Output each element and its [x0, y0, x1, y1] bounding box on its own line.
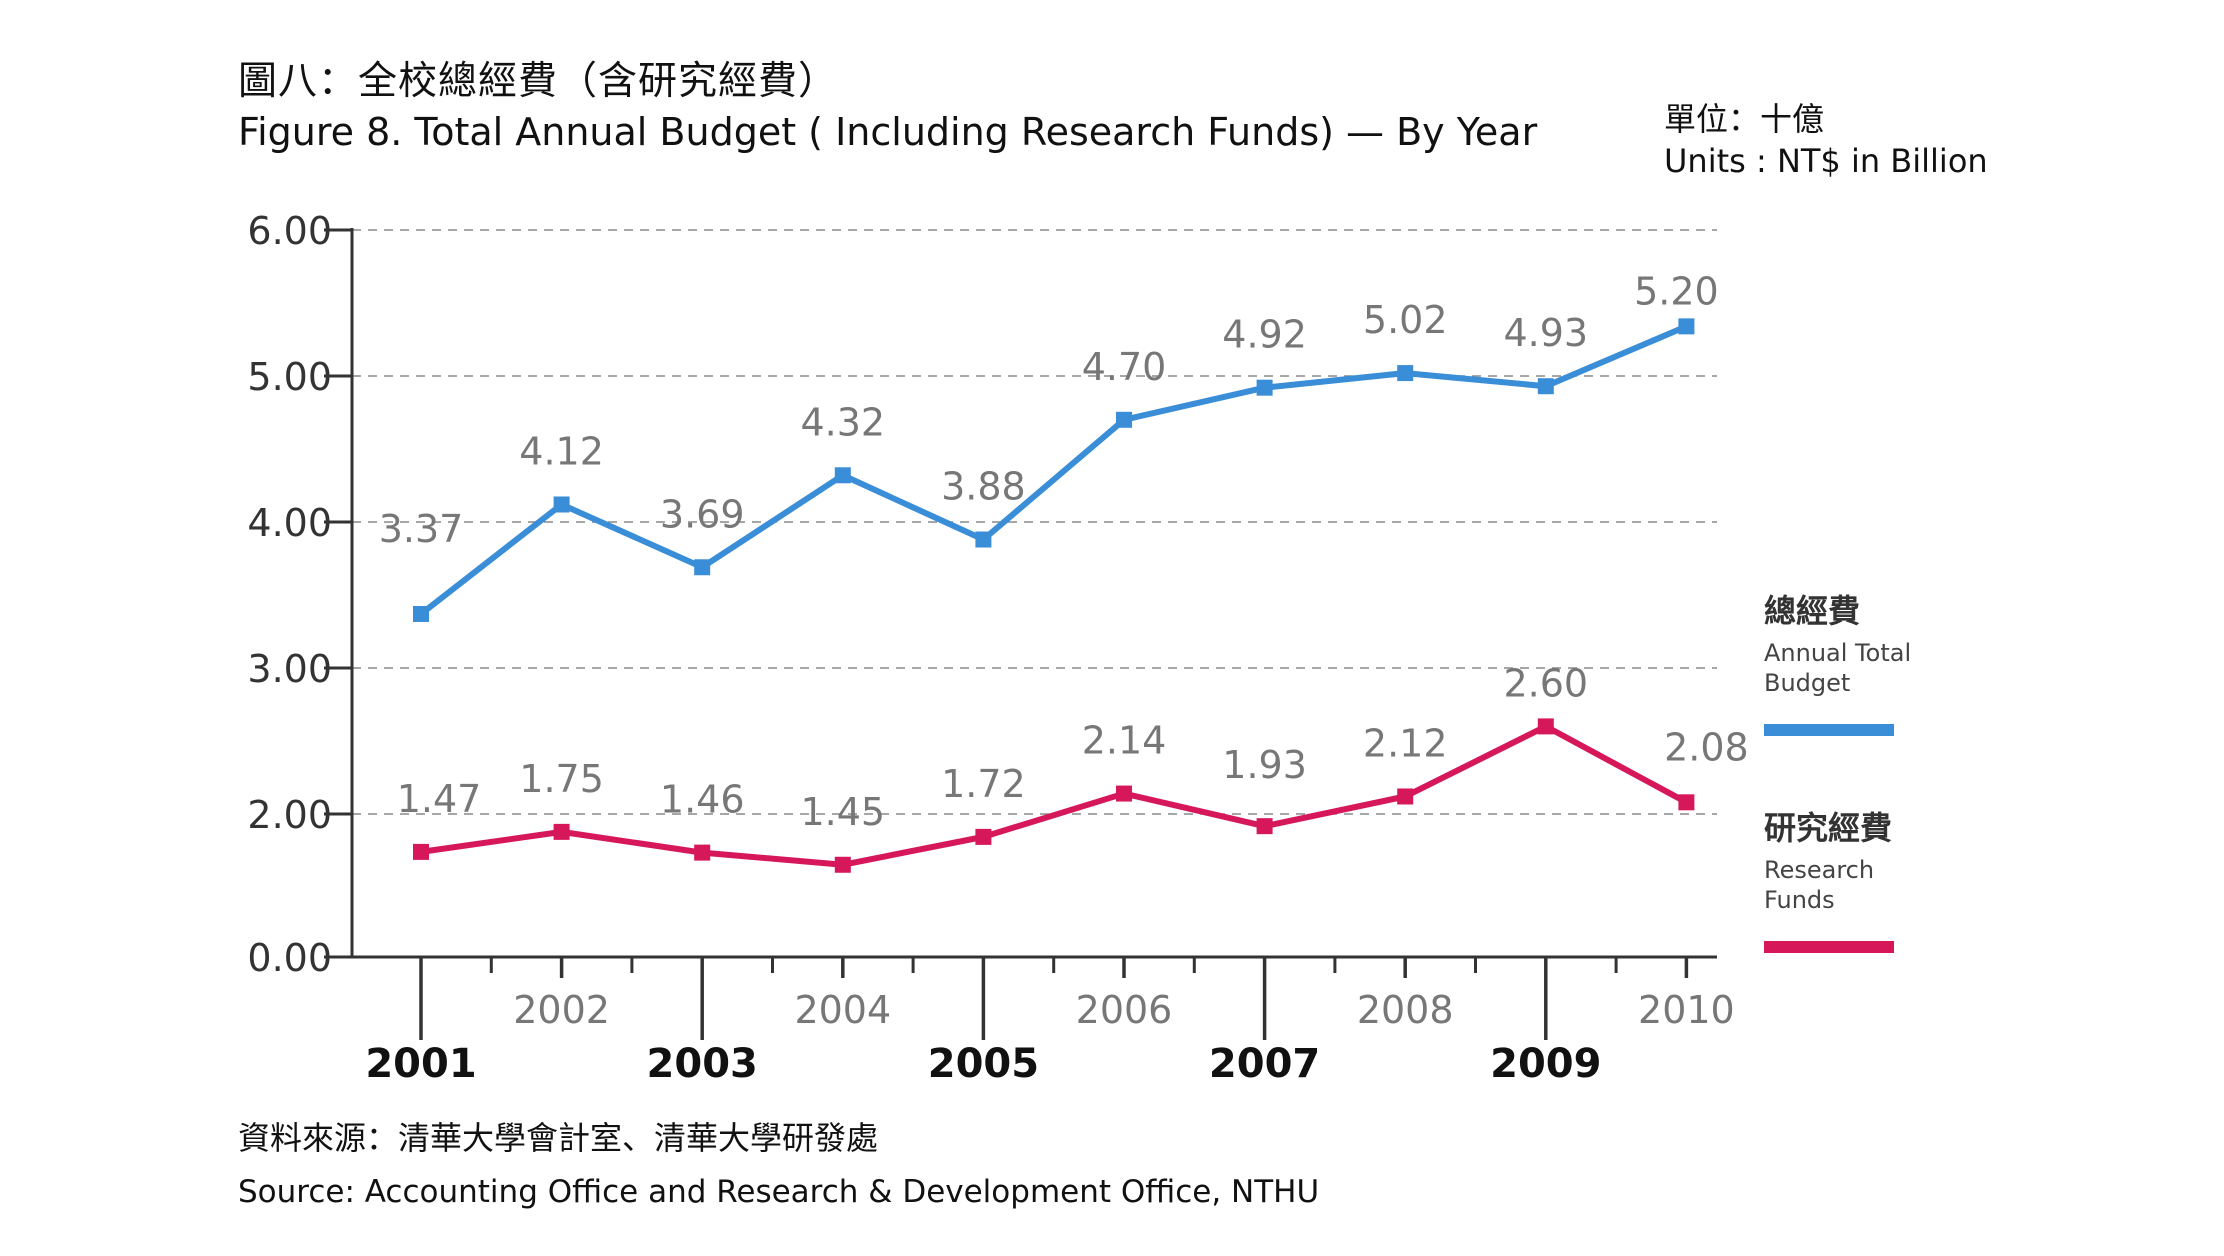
x-tick-label: 2008: [1357, 988, 1454, 1032]
data-point-research: [975, 828, 992, 845]
y-tick-label: 5.00: [247, 355, 332, 399]
units-label-en: Units : NT$ in Billion: [1664, 142, 1988, 180]
data-label-total: 4.93: [1503, 311, 1588, 355]
data-point-research: [553, 823, 570, 840]
data-label-research: 2.12: [1363, 721, 1448, 765]
chart-title-zh: 圖八：全校總經費（含研究經費）: [238, 59, 839, 104]
y-tick-label: 4.00: [247, 501, 332, 545]
source-note-en: Source: Accounting Office and Research &…: [238, 1174, 1320, 1210]
data-point-total: [694, 559, 711, 576]
y-tick-label: 3.00: [247, 647, 332, 691]
units-label-zh: 單位：十億: [1664, 100, 1825, 138]
legend-research-swatch: [1764, 941, 1894, 953]
data-label-total: 4.12: [519, 429, 604, 473]
legend-total: 總經費 Annual Total Budget: [1764, 586, 1944, 736]
legend-total-label-en: Annual Total Budget: [1764, 639, 1912, 697]
data-point-total: [1116, 411, 1132, 428]
data-label-research: 1.93: [1222, 743, 1307, 787]
data-label-research: 1.45: [800, 790, 885, 834]
data-point-research: [1678, 794, 1695, 811]
data-label-research: 1.46: [660, 778, 745, 822]
data-label-total: 3.37: [379, 507, 464, 551]
legend-total-swatch: [1764, 724, 1894, 736]
data-label-total: 5.20: [1634, 269, 1719, 313]
x-tick-label: 2003: [647, 1041, 758, 1087]
legend-research: 研究經費 Research Funds: [1764, 803, 1944, 953]
data-label-total: 5.02: [1363, 298, 1448, 342]
data-label-total: 3.69: [660, 492, 745, 536]
series-line-total: [419, 323, 1688, 617]
data-point-research: [694, 844, 711, 861]
data-label-research: 2.08: [1664, 725, 1749, 769]
legend-total-label-zh: 總經費: [1764, 592, 1861, 630]
source-note-zh: 資料來源：清華大學會計室、清華大學研發處: [238, 1119, 879, 1157]
data-point-total: [1256, 379, 1273, 396]
data-label-research: 2.14: [1082, 719, 1167, 763]
data-label-research: 2.60: [1503, 661, 1588, 705]
data-point-total: [553, 496, 570, 513]
data-point-total: [1397, 365, 1414, 382]
legend-research-label-zh: 研究經費: [1764, 809, 1893, 847]
x-tick-label: 2001: [365, 1041, 476, 1087]
data-point-research: [1537, 718, 1554, 735]
x-tick-label: 2007: [1209, 1041, 1320, 1087]
x-tick-label: 2004: [794, 988, 891, 1032]
data-label-total: 4.92: [1222, 313, 1307, 357]
data-point-total: [413, 605, 429, 622]
data-label-total: 3.88: [941, 465, 1026, 509]
data-label-research: 1.75: [519, 757, 604, 801]
data-label-total: 4.70: [1082, 345, 1167, 389]
series-line-research: [420, 723, 1688, 868]
data-label-total: 4.32: [800, 400, 885, 444]
data-point-research: [1116, 785, 1132, 802]
data-point-research: [1256, 818, 1273, 835]
data-label-research: 1.72: [941, 762, 1026, 806]
y-tick-label: 2.00: [247, 793, 332, 837]
x-tick-label: 2005: [928, 1041, 1039, 1087]
data-point-research: [413, 843, 429, 860]
x-tick-label: 2009: [1490, 1041, 1601, 1087]
y-tick-label: 0.00: [247, 936, 332, 980]
x-tick-label: 2006: [1076, 988, 1173, 1032]
chart-title-en: Figure 8. Total Annual Budget ( Includin…: [238, 110, 1538, 154]
data-point-research: [1397, 788, 1414, 805]
legend-research-label-en: Research Funds: [1764, 856, 1875, 914]
data-label-research: 1.47: [397, 777, 482, 821]
data-point-total: [834, 467, 851, 484]
x-tick-label: 2010: [1638, 988, 1735, 1032]
data-point-research: [834, 856, 851, 873]
y-tick-label: 6.00: [247, 209, 332, 253]
x-tick-label: 2002: [513, 988, 610, 1032]
data-point-total: [1678, 318, 1695, 335]
data-point-total: [975, 531, 992, 548]
data-point-total: [1537, 378, 1554, 395]
